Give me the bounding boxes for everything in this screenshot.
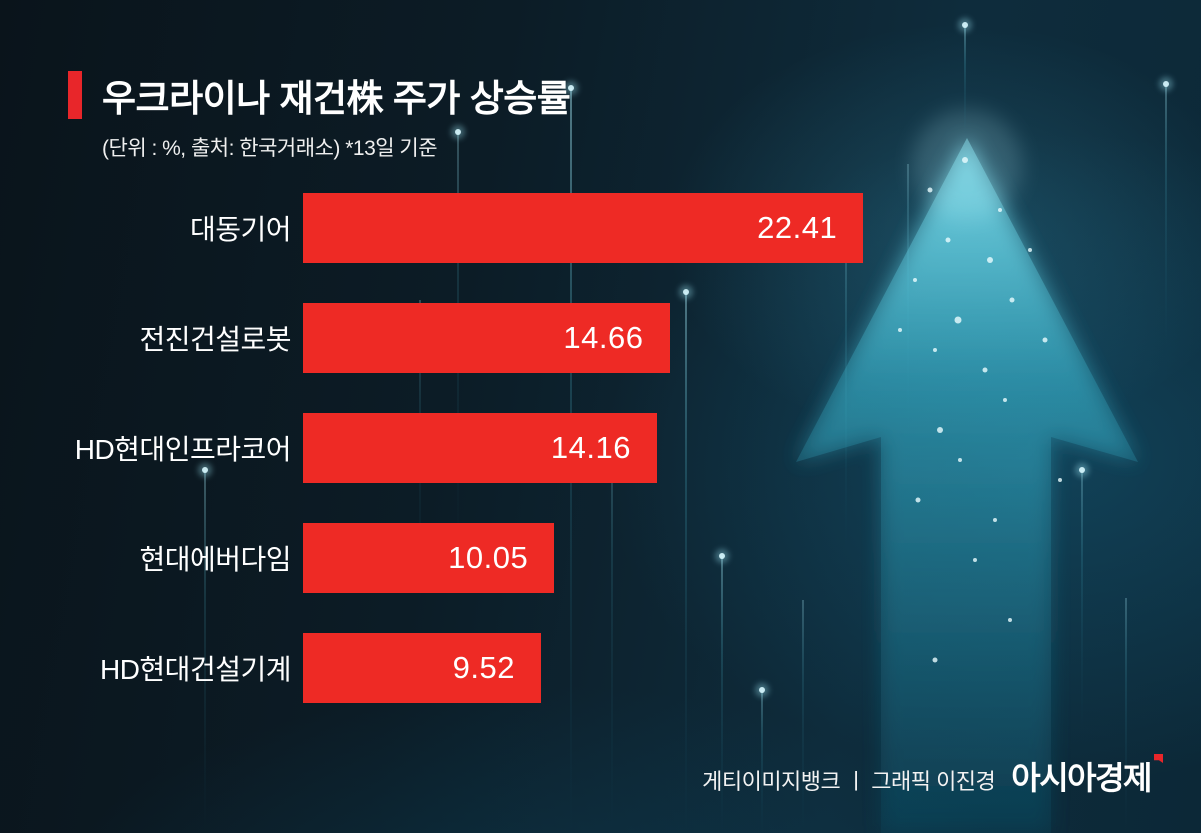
- bar-value-label: 22.41: [757, 210, 838, 245]
- bar-category-label: 전진건설로봇: [139, 324, 291, 355]
- brand-logo: 아시아경제: [1011, 753, 1163, 799]
- bar: 14.16: [303, 413, 657, 483]
- page-title: 우크라이나 재건株 주가 상승률: [102, 78, 571, 119]
- bar: 22.41: [303, 193, 864, 263]
- bar-row: 현대에버다임 10.05: [0, 523, 928, 593]
- bar-row: 대동기어 22.41: [0, 193, 928, 263]
- bar-track: 14.66: [303, 303, 928, 373]
- bar-track: 14.16: [303, 413, 928, 483]
- bar-row: HD현대건설기계 9.52: [0, 633, 928, 703]
- title-accent-bar: [68, 71, 82, 119]
- brand-logo-mark-icon: [1154, 754, 1163, 763]
- chart-subtitle: (단위 : %, 출처: 한국거래소) *13일 기준: [102, 137, 438, 160]
- bar-category-label: 현대에버다임: [139, 544, 291, 575]
- bar-value-label: 14.16: [550, 430, 631, 465]
- chart-header: 우크라이나 재건株 주가 상승률 (단위 : %, 출처: 한국거래소) *13…: [68, 68, 571, 162]
- bar-row: HD현대인프라코어 14.16: [0, 413, 928, 483]
- footer: 게티이미지뱅크 ㅣ 그래픽 이진경 아시아경제: [702, 753, 1163, 799]
- bar-category-label: HD현대건설기계: [99, 654, 292, 685]
- bar-category-label: HD현대인프라코어: [74, 434, 292, 465]
- bar-category-label: 대동기어: [189, 214, 292, 245]
- bar: 14.66: [303, 303, 670, 373]
- bar-chart: 대동기어 22.41 전진건설로봇 14.66 HD현대인프라코어 14.16 현대에버다임…: [0, 193, 928, 703]
- bar-value-label: 14.66: [563, 320, 644, 355]
- brand-logo-text: 아시아경제: [1011, 760, 1152, 796]
- bar: 9.52: [303, 633, 541, 703]
- bar-track: 9.52: [303, 633, 928, 703]
- credit-text: 게티이미지뱅크 ㅣ 그래픽 이진경: [702, 769, 996, 794]
- bar-value-label: 10.05: [448, 540, 529, 575]
- bar-row: 전진건설로봇 14.66: [0, 303, 928, 373]
- bar-track: 10.05: [303, 523, 928, 593]
- bar-value-label: 9.52: [452, 650, 515, 685]
- bar: 10.05: [303, 523, 555, 593]
- bar-track: 22.41: [303, 193, 928, 263]
